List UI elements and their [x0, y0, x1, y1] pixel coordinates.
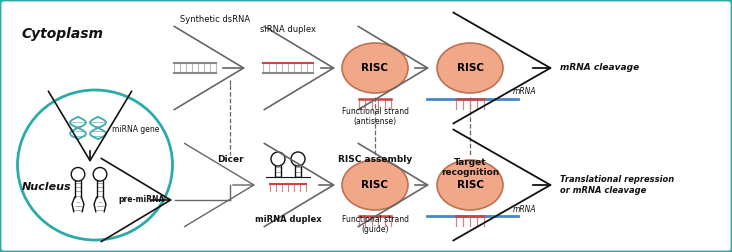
- Text: RISC assembly: RISC assembly: [338, 155, 412, 164]
- Text: RISC: RISC: [362, 63, 389, 73]
- Text: Nucleus: Nucleus: [22, 182, 72, 192]
- Text: Functional strand
(antisense): Functional strand (antisense): [342, 107, 408, 127]
- Text: Dicer: Dicer: [217, 155, 243, 164]
- Text: mRNA cleavage: mRNA cleavage: [560, 64, 639, 73]
- Text: miRNA gene: miRNA gene: [112, 125, 160, 135]
- Text: RISC: RISC: [457, 180, 484, 190]
- Text: Target
recognition: Target recognition: [441, 158, 499, 177]
- Text: RISC: RISC: [362, 180, 389, 190]
- Ellipse shape: [437, 160, 503, 210]
- Ellipse shape: [437, 43, 503, 93]
- Text: pre-miRNA: pre-miRNA: [118, 196, 165, 205]
- Ellipse shape: [342, 160, 408, 210]
- Text: mRNA: mRNA: [513, 87, 537, 97]
- Text: Translational repression
or mRNA cleavage: Translational repression or mRNA cleavag…: [560, 175, 674, 195]
- Text: Functional strand
(guide): Functional strand (guide): [342, 215, 408, 234]
- Ellipse shape: [342, 43, 408, 93]
- Text: RISC: RISC: [457, 63, 484, 73]
- Text: miRNA duplex: miRNA duplex: [255, 215, 321, 224]
- Text: Cytoplasm: Cytoplasm: [22, 27, 104, 41]
- Text: siRNA duplex: siRNA duplex: [260, 25, 316, 35]
- Text: mRNA: mRNA: [513, 205, 537, 213]
- Text: Synthetic dsRNA: Synthetic dsRNA: [180, 16, 250, 24]
